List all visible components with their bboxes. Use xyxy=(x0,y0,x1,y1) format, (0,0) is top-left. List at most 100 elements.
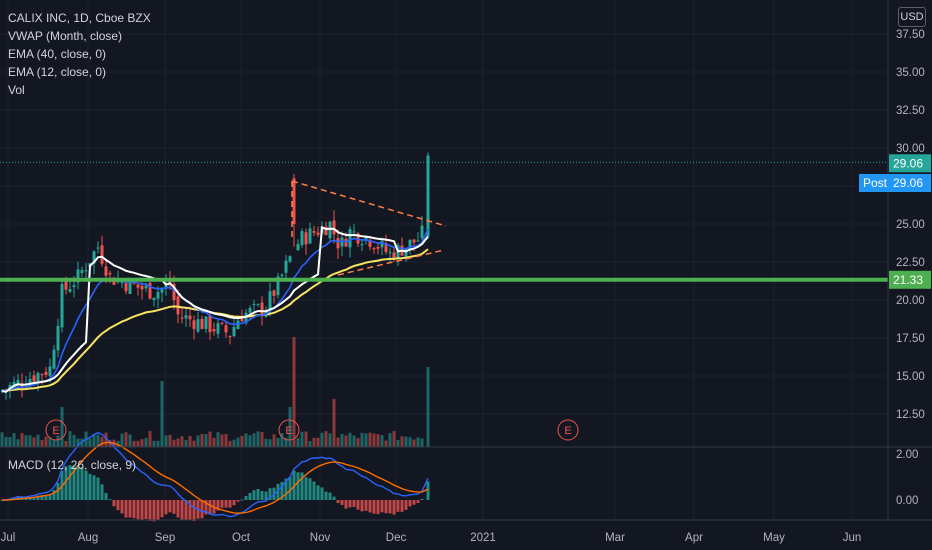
macd-histogram-bar xyxy=(344,500,348,509)
candle-body xyxy=(204,316,208,329)
macd-histogram-bar xyxy=(308,478,312,500)
candle-body xyxy=(360,244,364,246)
candle-body xyxy=(264,309,268,317)
candle-body xyxy=(160,288,164,293)
candle-body xyxy=(156,291,160,299)
macd-histogram-bar xyxy=(396,500,400,512)
macd-histogram-bar xyxy=(360,500,364,512)
earnings-marker-circle xyxy=(45,419,67,441)
macd-histogram-bar xyxy=(152,500,156,522)
macd-tick-label: 2.00 xyxy=(896,449,918,461)
macd-tick-label: 0.00 xyxy=(896,495,918,507)
candle-body xyxy=(348,229,352,248)
symbol-title[interactable]: CALIX INC, 1D, Cboe BZX xyxy=(8,11,151,25)
volume-bar xyxy=(20,433,24,447)
x-tick-label: Apr xyxy=(685,532,703,544)
macd-histogram-bar xyxy=(256,489,260,500)
candle-body xyxy=(188,315,192,320)
ema12-legend[interactable]: EMA (12, close, 0) xyxy=(8,65,107,79)
candle-body xyxy=(284,260,288,273)
candle-body xyxy=(128,279,132,294)
macd-histogram-bar xyxy=(16,496,20,500)
volume-bar xyxy=(224,433,228,447)
macd-histogram-bar xyxy=(40,495,44,500)
volume-bar xyxy=(8,437,12,447)
volume-bar xyxy=(152,440,156,447)
volume-bar xyxy=(352,435,356,447)
candle-body xyxy=(304,232,308,245)
macd-histogram-bar xyxy=(172,500,176,514)
volume-bar xyxy=(52,440,56,447)
macd-histogram-bar xyxy=(72,465,76,500)
macd-histogram-bar xyxy=(352,500,356,508)
macd-histogram-bar xyxy=(296,472,300,500)
volume-bar xyxy=(260,432,264,447)
macd-histogram-bar xyxy=(372,500,376,514)
volume-bar xyxy=(388,433,392,447)
ema12-line xyxy=(1,228,429,392)
macd-histogram-bar xyxy=(244,496,248,500)
chart-legend: CALIX INC, 1D, Cboe BZX VWAP (Month, clo… xyxy=(8,9,151,99)
volume-bar xyxy=(264,438,268,447)
volume-bar xyxy=(88,438,92,447)
volume-bar xyxy=(80,438,84,447)
macd-histogram-bar xyxy=(348,500,352,508)
volume-bar xyxy=(232,439,236,447)
y-tick-label: 30.00 xyxy=(896,143,925,155)
vol-legend[interactable]: Vol xyxy=(8,83,25,97)
vwap-legend[interactable]: VWAP (Month, close) xyxy=(8,29,123,43)
macd-histogram-bar xyxy=(408,500,412,507)
volume-bar xyxy=(256,431,260,447)
candle-body xyxy=(32,375,36,382)
volume-bar xyxy=(0,432,4,447)
macd-histogram-bar xyxy=(248,492,252,500)
candle-body xyxy=(60,284,64,328)
candle-body xyxy=(72,285,76,288)
macd-histogram-bar xyxy=(168,500,172,513)
volume-bar xyxy=(204,434,208,447)
macd-histogram-bar xyxy=(356,500,360,510)
x-tick-label: Nov xyxy=(310,532,331,544)
candle-body xyxy=(44,371,48,375)
macd-legend[interactable]: MACD (12, 26, close, 9) xyxy=(8,458,137,472)
volume-bar xyxy=(56,435,60,447)
volume-bar xyxy=(348,432,352,447)
candle-body xyxy=(228,335,232,337)
macd-histogram-bar xyxy=(328,492,332,500)
volume-bar xyxy=(408,437,412,447)
candle-body xyxy=(76,269,80,283)
macd-histogram-bar xyxy=(112,500,116,507)
macd-histogram-bar xyxy=(264,491,268,500)
volume-bar xyxy=(92,433,96,447)
macd-histogram-bar xyxy=(176,500,180,518)
volume-bar xyxy=(276,438,280,447)
y-tick-label: 32.50 xyxy=(896,105,925,117)
candle-body xyxy=(408,239,412,250)
macd-histogram-bar xyxy=(268,488,272,500)
macd-histogram-bar xyxy=(324,491,328,500)
candle-body xyxy=(300,231,304,246)
x-tick-label: Jul xyxy=(1,532,16,544)
ema40-legend[interactable]: EMA (40, close, 0) xyxy=(8,47,107,61)
candle-body xyxy=(200,319,204,329)
candle-body xyxy=(292,178,296,224)
candle-body xyxy=(296,243,300,251)
candle-body xyxy=(236,320,240,330)
macd-histogram-bar xyxy=(156,500,160,520)
volume-bar xyxy=(160,381,164,447)
volume-bar xyxy=(340,433,344,447)
currency-button[interactable]: USD xyxy=(898,7,926,27)
volume-bar xyxy=(328,433,332,447)
macd-histogram-bar xyxy=(108,499,112,501)
y-tick-label: 12.50 xyxy=(896,409,925,421)
volume-bar xyxy=(236,437,240,447)
volume-bar xyxy=(128,434,132,447)
candle-body xyxy=(184,315,188,319)
volume-bar xyxy=(320,432,324,447)
macd-signal-line xyxy=(2,441,429,514)
macd-histogram-bar xyxy=(420,498,424,500)
macd-histogram-bar xyxy=(280,481,284,500)
volume-bar xyxy=(220,434,224,447)
candle-body xyxy=(224,325,228,333)
